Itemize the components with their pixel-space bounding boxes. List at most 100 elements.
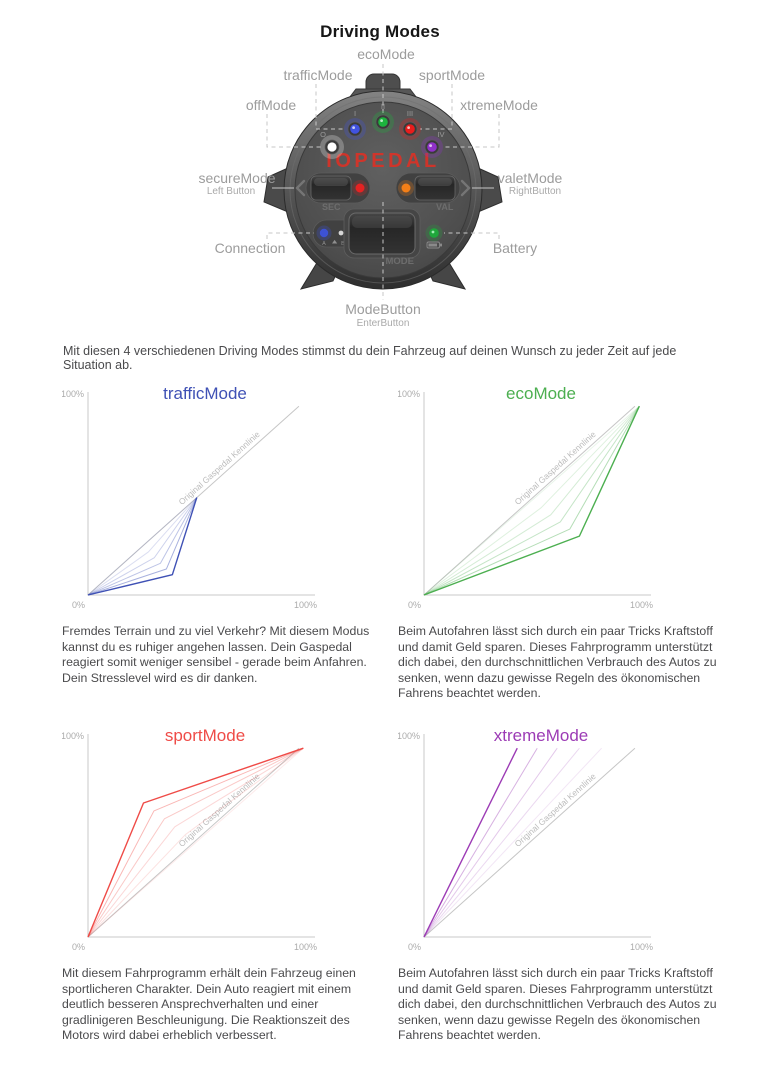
- x-tick-label-right: 100%: [630, 600, 653, 610]
- battery-led: [429, 228, 439, 238]
- xtreme-fade-1: [423, 747, 538, 938]
- mode-charts-section: Original Gaspedal Kennlinie 100% 0% 100% tr…: [0, 378, 760, 1080]
- xtreme-fade-2: [423, 747, 558, 938]
- antenna-icon: [332, 239, 338, 244]
- device-logo: IOPEDAL: [326, 150, 439, 172]
- trafficmode-description: Fremdes Terrain und zu viel Verkehr? Mit…: [62, 624, 370, 685]
- callout-securemode-sub: Left Button: [207, 186, 255, 197]
- connection-led: [319, 228, 329, 238]
- reference-line: [87, 405, 300, 596]
- sport-fade-4: [87, 747, 304, 938]
- x-tick-label-right: 100%: [294, 600, 317, 610]
- callout-securemode: secureMode: [198, 170, 275, 186]
- trafficmode-chart: Original Gaspedal Kennlinie 100% 0% 100%: [62, 389, 317, 610]
- callout-valetmode: valetMode: [498, 170, 563, 186]
- device-diagram: IOPEDAL SEC VAL A B MODE: [198, 46, 562, 329]
- xtrememode-chart: Original Gaspedal Kennlinie 100% 0% 100%: [398, 731, 653, 952]
- led-trafficmode: I: [344, 109, 366, 140]
- page-title: Driving Modes: [320, 22, 440, 41]
- traffic-main: [87, 497, 198, 596]
- val-button: [414, 175, 456, 201]
- traffic-fade-1: [87, 497, 198, 596]
- x-tick-label-right: 100%: [294, 942, 317, 952]
- xtrememode-chart-title: xtremeMode: [493, 725, 589, 745]
- right-arrow-icon: [460, 179, 471, 197]
- sport-fade-1: [87, 747, 304, 938]
- callout-battery: Battery: [493, 240, 537, 256]
- callout-modebutton-sub: EnterButton: [357, 318, 410, 329]
- mode-label: MODE: [386, 256, 415, 267]
- mode-leds: O I II III IV: [320, 102, 445, 159]
- eco-fade-4: [423, 405, 640, 596]
- traffic-fade-5: [87, 497, 198, 596]
- sec-button: [310, 175, 352, 201]
- x-tick-label-left: 0%: [408, 600, 421, 610]
- sport-main: [87, 747, 304, 938]
- callout-sportmode: sportMode: [419, 67, 485, 83]
- eco-fade-1: [423, 405, 640, 596]
- reference-line-label: Original Gaspedal Kennlinie: [513, 771, 598, 849]
- sportmode-description: Mit diesem Fahrprogramm erhält dein Fahr…: [62, 965, 356, 1043]
- xtreme-fade-3: [423, 747, 580, 938]
- x-tick-label-left: 0%: [408, 942, 421, 952]
- left-arrow-icon: [295, 179, 306, 197]
- reference-line-label: Original Gaspedal Kennlinie: [513, 429, 598, 507]
- pairing-dot: [338, 230, 344, 236]
- y-tick-label: 100%: [62, 731, 84, 741]
- traffic-fade-3: [87, 497, 198, 596]
- xtrememode-section: Original Gaspedal Kennlinie 100% 0% 100% xt…: [398, 724, 718, 1044]
- reference-line: [423, 405, 636, 596]
- y-tick-label: 100%: [398, 731, 420, 741]
- eco-fade-5: [423, 405, 640, 596]
- sport-fade-5: [87, 747, 304, 938]
- callout-offmode: offMode: [246, 97, 297, 113]
- svg-text:I: I: [354, 109, 356, 118]
- xtreme-fade-4: [423, 747, 602, 938]
- ecomode-description: Beim Autofahren lässt sich durch ein paa…: [398, 624, 717, 701]
- callout-labels: ecoMode trafficMode sportMode offMode xt…: [198, 46, 562, 329]
- val-label: VAL: [436, 202, 454, 212]
- device-face: IOPEDAL SEC VAL A B MODE: [295, 150, 471, 267]
- callout-ecomode: ecoMode: [357, 46, 415, 62]
- sport-fade-2: [87, 747, 304, 938]
- led-ecomode: II: [372, 102, 394, 133]
- sec-label: SEC: [322, 202, 341, 212]
- callout-lines: [266, 64, 500, 300]
- intro-text: Mit diesen 4 verschiedenen Driving Modes…: [63, 344, 677, 372]
- trafficmode-chart-title: trafficMode: [163, 384, 247, 403]
- svg-text:O: O: [320, 130, 326, 139]
- ecomode-chart: Original Gaspedal Kennlinie 100% 0% 100%: [398, 389, 653, 610]
- sportmode-chart-title: sportMode: [164, 725, 246, 745]
- xtrememode-description: Beim Autofahren lässt sich durch ein paa…: [398, 965, 717, 1043]
- reference-line-label: Original Gaspedal Kennlinie: [177, 429, 262, 507]
- val-led: [401, 183, 411, 193]
- x-tick-label-left: 0%: [72, 600, 85, 610]
- sport-fade-3: [87, 747, 304, 938]
- eco-fade-3: [423, 405, 640, 596]
- y-tick-label: 100%: [62, 389, 84, 399]
- traffic-fade-2: [87, 497, 198, 596]
- eco-main: [423, 405, 640, 596]
- eco-fade-2: [423, 405, 640, 596]
- mode-button: [348, 212, 416, 255]
- channel-a-label: A: [322, 241, 326, 247]
- battery-icon: [426, 241, 442, 249]
- channel-b-label: B: [341, 241, 345, 247]
- xtreme-main: [423, 747, 518, 938]
- ecomode-section: Original Gaspedal Kennlinie 100% 0% 100% ec…: [398, 382, 718, 702]
- trafficmode-section: Original Gaspedal Kennlinie 100% 0% 100% tr…: [62, 382, 382, 702]
- x-tick-label-left: 0%: [72, 942, 85, 952]
- traffic-fade-4: [87, 497, 198, 596]
- led-xtrememode: IV: [421, 130, 445, 158]
- led-sportmode: III: [399, 109, 421, 140]
- sportmode-section: Original Gaspedal Kennlinie 100% 0% 100% sp…: [62, 724, 382, 1044]
- callout-modebutton: ModeButton: [345, 301, 421, 317]
- y-tick-label: 100%: [398, 389, 420, 399]
- svg-text:IV: IV: [437, 130, 444, 139]
- svg-text:III: III: [407, 109, 413, 118]
- callout-xtrememode: xtremeMode: [460, 97, 538, 113]
- ecomode-chart-title: ecoMode: [506, 384, 576, 403]
- callout-trafficmode: trafficMode: [284, 67, 353, 83]
- reference-line: [87, 747, 300, 938]
